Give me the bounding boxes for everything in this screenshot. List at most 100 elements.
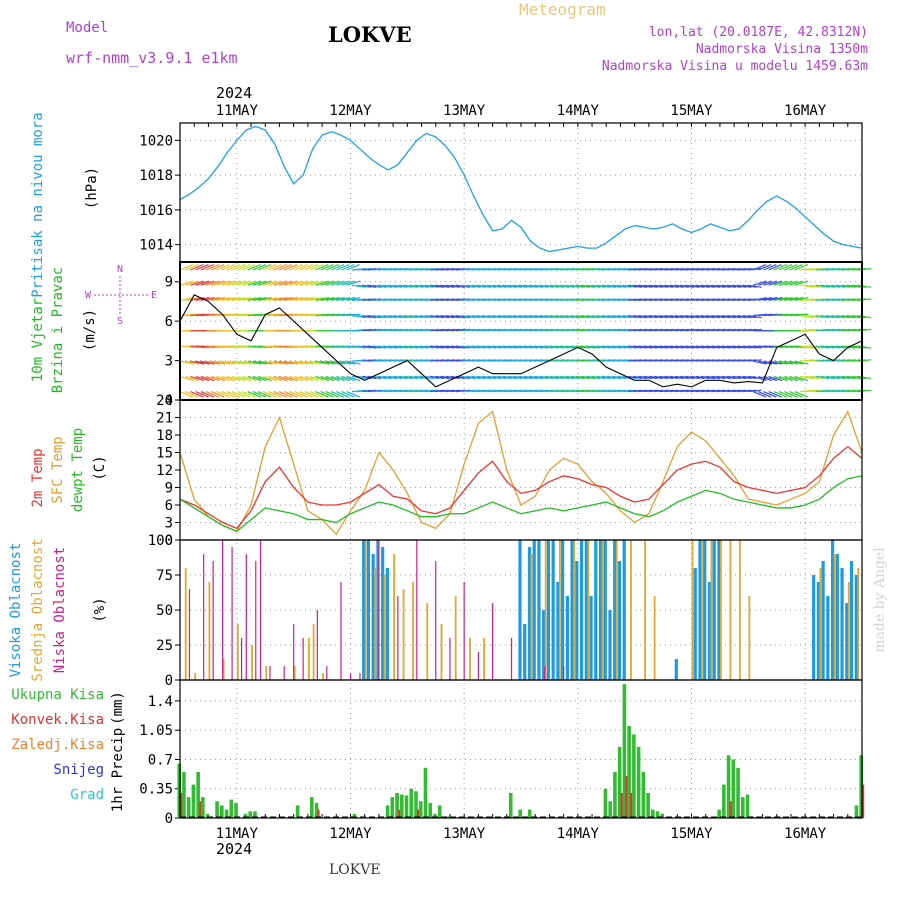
wind-arrow xyxy=(200,375,215,382)
precip-bar xyxy=(186,797,191,818)
wind-arrow xyxy=(273,375,288,382)
wind-arrow xyxy=(492,345,507,349)
y-tick-label: 3 xyxy=(165,354,173,370)
wind-arrow xyxy=(497,345,512,349)
wind-arrow xyxy=(726,284,741,288)
wind-arrow xyxy=(773,263,788,271)
compass-east: E xyxy=(151,290,157,301)
wind-arrow xyxy=(341,391,355,398)
wind-arrow xyxy=(252,375,267,382)
wind-arrow xyxy=(466,284,481,288)
wind-arrow xyxy=(242,280,257,286)
legend-total-rain: Ukupna Kisa xyxy=(11,687,104,703)
precip-bar xyxy=(651,809,655,818)
wind-arrow xyxy=(450,345,465,349)
wind-arrow xyxy=(445,315,460,319)
precip-bar xyxy=(655,811,660,818)
cloud-bar xyxy=(362,540,366,680)
wind-arrow xyxy=(570,315,585,319)
wind-arrow xyxy=(685,375,700,380)
wind-arrow xyxy=(825,375,840,380)
wind-arrow xyxy=(570,375,585,380)
wind-arrow xyxy=(257,280,272,286)
cloud-bar xyxy=(608,610,612,680)
wind-arrow xyxy=(690,345,705,349)
wind-arrow xyxy=(367,315,382,319)
cloud-bar xyxy=(293,666,296,680)
wind-arrow xyxy=(805,375,820,380)
wind-arrow xyxy=(700,315,715,319)
wind-arrow xyxy=(555,345,570,349)
wind-arrow xyxy=(825,345,840,349)
wind-arrow xyxy=(648,315,663,319)
cloud-bar xyxy=(518,540,522,680)
wind-arrow xyxy=(742,375,757,380)
day-label-bottom: 14MAY xyxy=(557,826,600,842)
wind-arrow xyxy=(190,375,204,382)
cloud-bar xyxy=(717,540,721,680)
wind-arrow xyxy=(789,375,804,382)
wind-arrow xyxy=(502,315,517,319)
wind-arrow xyxy=(799,315,814,319)
wind-arrow xyxy=(310,375,324,382)
precip-bar xyxy=(352,813,357,818)
cloud-bar xyxy=(833,554,836,680)
wind-arrow xyxy=(341,360,356,365)
cloud-bar xyxy=(374,568,377,680)
precip-bar xyxy=(745,794,750,818)
cloud-bar xyxy=(613,540,617,680)
wind-arrow xyxy=(414,345,429,349)
cloud-bar xyxy=(826,596,830,680)
wind-arrow xyxy=(706,315,721,319)
y-tick-label: 0 xyxy=(165,673,173,689)
wind-arrow xyxy=(304,360,319,365)
wind-arrow xyxy=(607,375,622,380)
cloud-bar xyxy=(371,554,375,680)
wind-arrow xyxy=(221,360,236,365)
precip-bar xyxy=(182,772,186,818)
wind-arrow xyxy=(216,375,231,382)
wind-arrow xyxy=(513,315,528,319)
wind-arrow xyxy=(695,315,710,319)
wind-arrow xyxy=(278,391,293,398)
wind-arrow xyxy=(492,375,507,380)
wind-arrow xyxy=(377,315,392,319)
wind-arrow xyxy=(205,263,220,271)
wind-arrow xyxy=(226,297,241,301)
wind-arrow xyxy=(700,375,715,380)
cloud-bar xyxy=(449,638,451,680)
wind-arrow xyxy=(466,315,481,319)
wind-arrow xyxy=(653,284,669,288)
wind-arrow xyxy=(393,375,408,380)
wind-arrow xyxy=(315,360,330,365)
wind-arrow xyxy=(549,345,564,349)
wind-arrow xyxy=(398,315,413,319)
precip-bar xyxy=(229,799,234,818)
cloud-bar xyxy=(698,540,702,680)
wind-arrow xyxy=(659,315,674,319)
wind-arrow xyxy=(195,391,209,398)
wind-arrow xyxy=(424,375,439,380)
cloud-bar xyxy=(530,554,533,680)
wind-arrow xyxy=(330,391,345,398)
wind-arrow xyxy=(857,328,872,332)
wind-arrow xyxy=(518,315,533,319)
wind-arrow xyxy=(200,263,214,271)
cloud-bar xyxy=(240,638,243,680)
cloud-bar xyxy=(720,540,722,680)
cloud-bar xyxy=(523,624,527,680)
cloud-bar xyxy=(426,603,429,680)
wind-arrow xyxy=(857,345,872,349)
precip-bar xyxy=(399,794,404,818)
wind-arrow xyxy=(263,391,277,398)
wind-arrow xyxy=(617,284,632,288)
y-tick-label: 0 xyxy=(165,811,173,827)
cloud-bar xyxy=(402,589,405,680)
wind-arrow xyxy=(851,375,866,380)
wind-arrow xyxy=(581,375,596,380)
wind-arrow xyxy=(268,297,283,301)
wind-arrow xyxy=(440,345,455,349)
wind-arrow xyxy=(857,389,872,393)
wind-arrow xyxy=(273,280,288,286)
wind-arrow xyxy=(674,375,689,380)
